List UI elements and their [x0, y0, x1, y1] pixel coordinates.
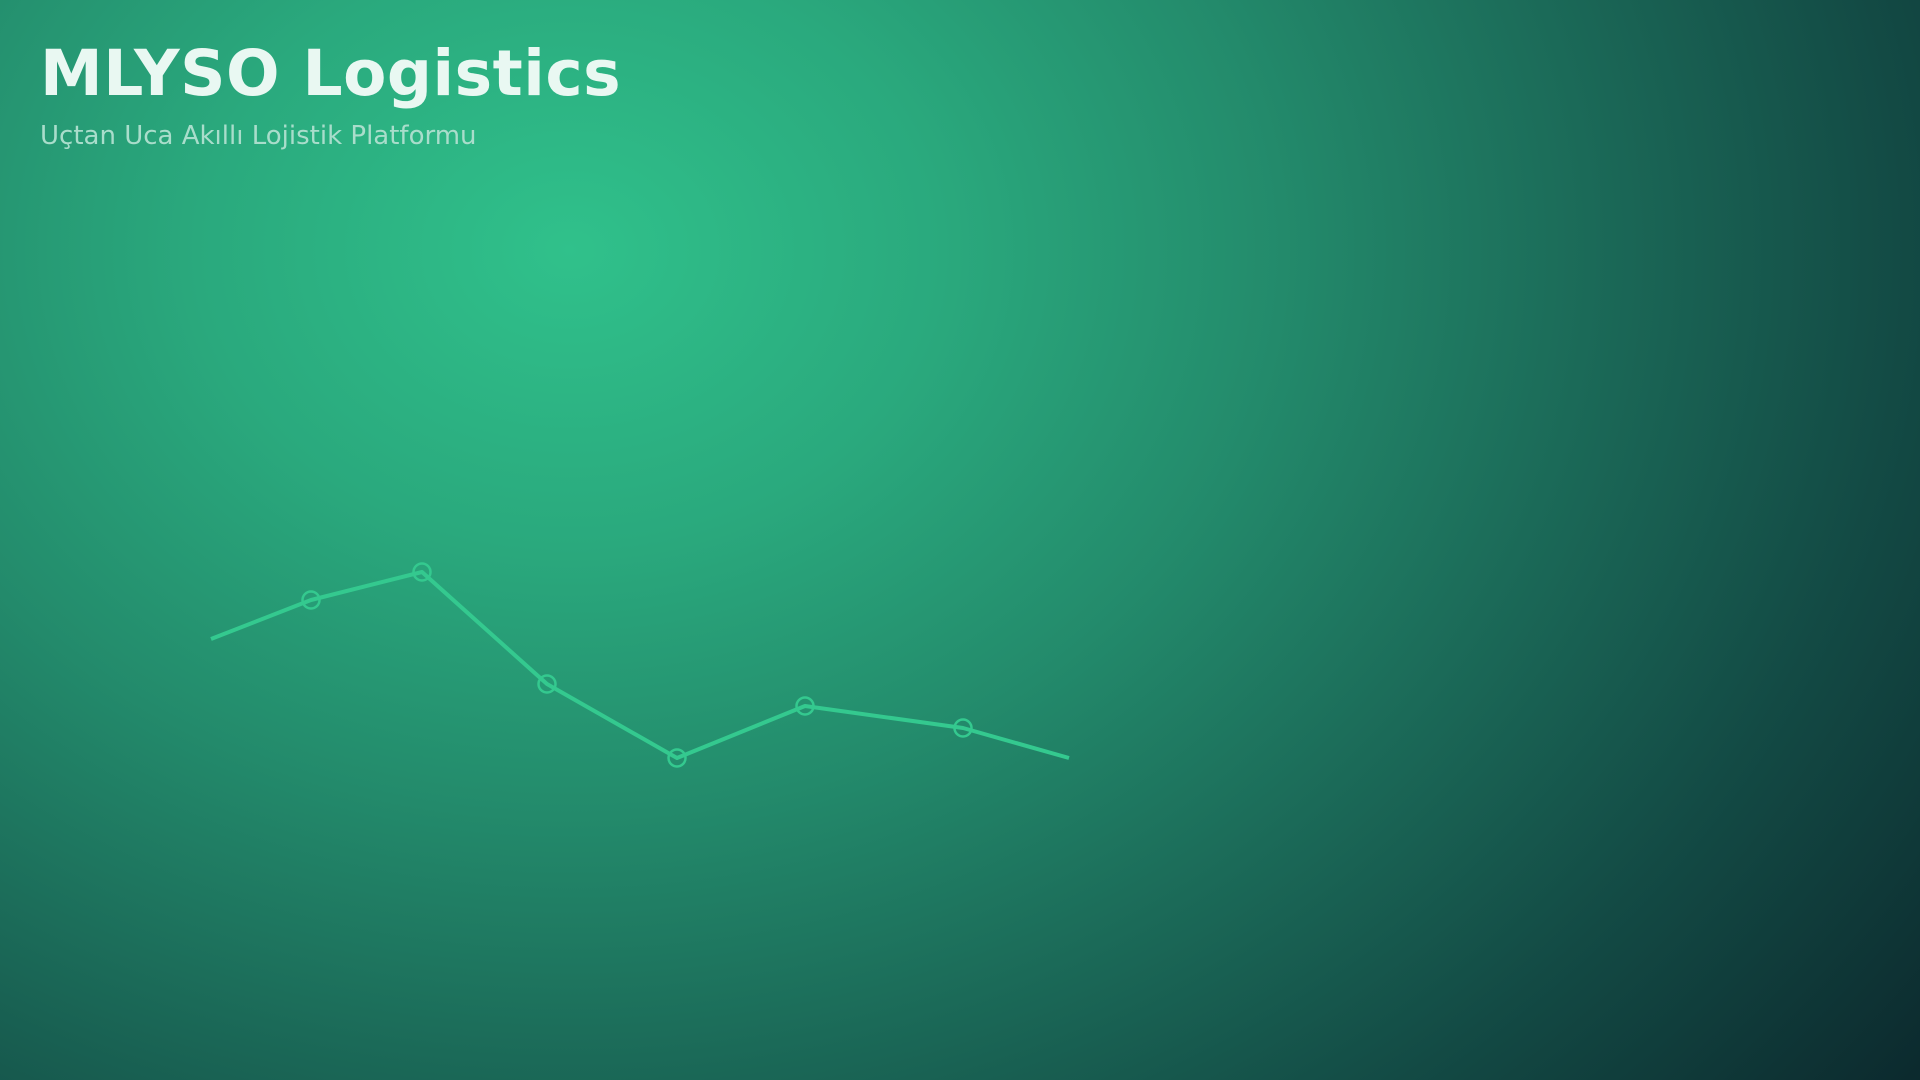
line-point-3	[537, 674, 557, 694]
line-point-5	[795, 696, 815, 716]
line-point-1	[301, 590, 321, 610]
decorative-polyline	[210, 570, 1070, 760]
line-point-6	[953, 718, 973, 738]
brand-title: MLYSO Logistics	[40, 37, 622, 110]
brand-header: MLYSO Logistics Uçtan Uca Akıllı Lojisti…	[40, 36, 621, 152]
brand-subtitle: Uçtan Uca Akıllı Lojistik Platformu	[40, 121, 477, 151]
line-point-2	[412, 562, 432, 582]
line-point-4	[667, 748, 687, 768]
